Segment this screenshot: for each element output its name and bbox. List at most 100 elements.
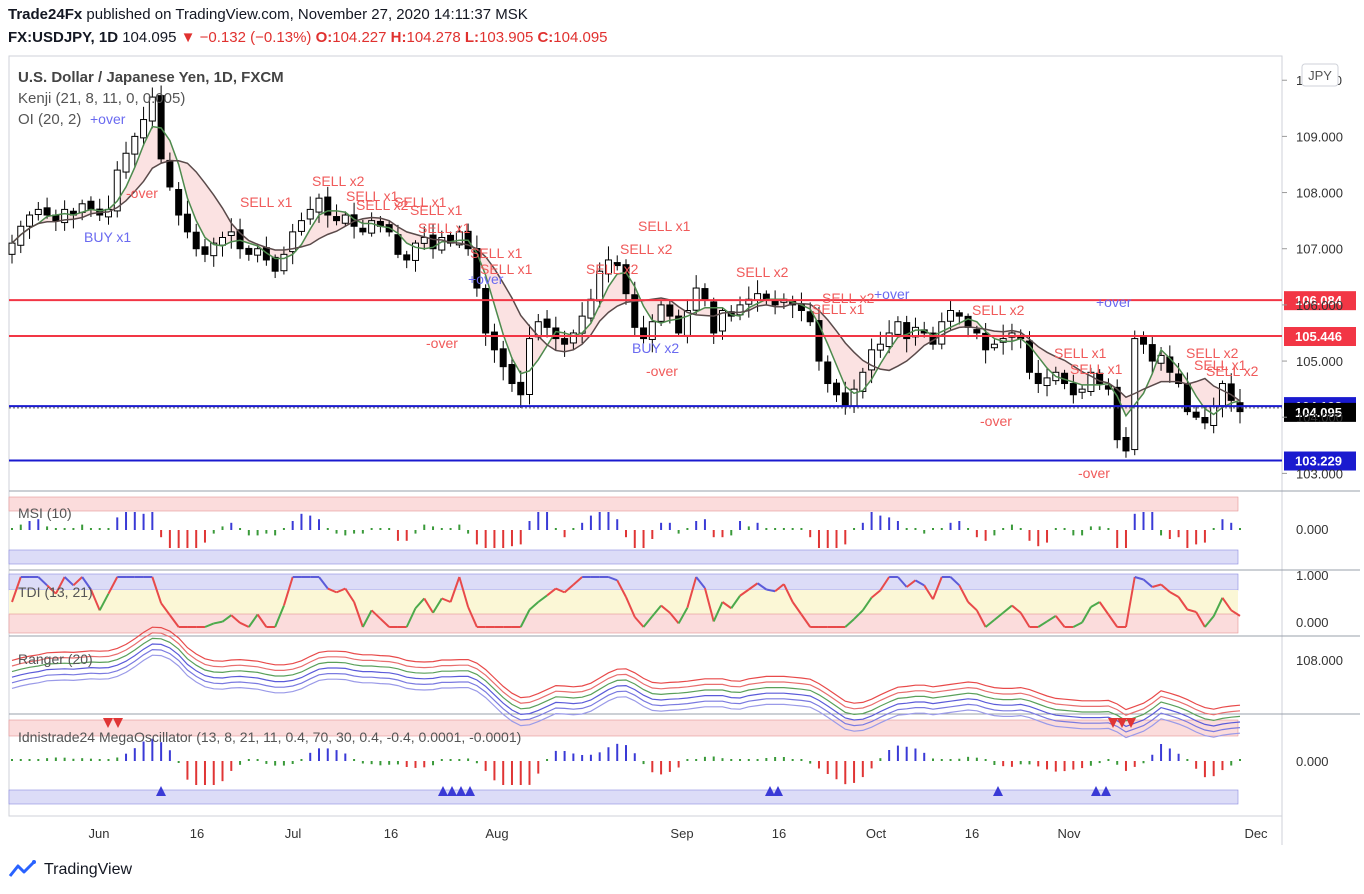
candle-body: [990, 343, 998, 349]
candle-body: [569, 332, 577, 344]
candle-body: [411, 242, 419, 261]
candle-body: [543, 318, 551, 328]
tdi-segment: [327, 587, 337, 594]
mega-histogram: [11, 718, 1241, 796]
tdi-segment: [1011, 604, 1022, 614]
candle-body: [87, 200, 95, 210]
tdi-upper-band: [8, 573, 1239, 591]
tdi-zero-label: 0.000: [1296, 615, 1329, 630]
candle-body: [508, 364, 516, 385]
level-label: 104.095: [1295, 405, 1342, 420]
candle-body: [227, 231, 235, 236]
sell-signal-label: SELL x1: [1070, 361, 1123, 377]
tdi-segment: [1221, 597, 1233, 611]
over-signal-label: -over: [426, 335, 458, 351]
time-tick-label: 16: [384, 826, 398, 841]
sell-signal-label: SELL x1: [394, 194, 447, 210]
ranger-line: [11, 654, 1241, 739]
price-tick-label: 103.000: [1296, 466, 1343, 481]
tdi-segment: [967, 601, 978, 612]
tdi-segment: [1098, 601, 1110, 616]
candle-body: [34, 208, 42, 216]
tdi-segment: [160, 602, 171, 616]
tdi-segment: [660, 604, 671, 614]
tradingview-brand: TradingView: [44, 861, 133, 878]
tdi-segment: [1195, 611, 1206, 628]
candle-body: [1025, 340, 1033, 373]
candle-body: [1175, 373, 1183, 385]
candle-body: [210, 242, 218, 257]
tdi-segment: [572, 576, 583, 586]
tdi-segment: [642, 615, 654, 628]
candle-body: [148, 96, 156, 122]
candle-body: [666, 304, 674, 317]
tdi-segment: [546, 587, 557, 597]
candle-body: [806, 311, 814, 323]
tdi-segment: [519, 609, 531, 628]
publish-header: Trade24Fx published on TradingView.com, …: [8, 6, 528, 23]
msi-zero-label: 0.000: [1296, 522, 1329, 537]
tdi-segment: [1046, 615, 1057, 623]
candle-body: [526, 338, 534, 396]
tdi-segment: [932, 576, 943, 600]
tdi-segment: [695, 576, 706, 589]
tdi-segment: [897, 576, 908, 588]
sell-signal-label: SELL x2: [312, 173, 365, 189]
tdi-segment: [1107, 613, 1119, 628]
time-tick-label: Oct: [866, 826, 887, 841]
tdi-segment: [756, 582, 767, 591]
close-label: C:: [537, 29, 554, 46]
candle-body: [122, 152, 130, 173]
level-tag: [1284, 291, 1356, 311]
high-label: H:: [390, 29, 407, 46]
tdi-segment: [686, 576, 698, 609]
mega-up-triangle: [438, 786, 448, 796]
candle-body: [1192, 411, 1200, 418]
close-value: 104.095: [553, 29, 608, 46]
ranger-lines: [11, 626, 1241, 739]
tdi-segment: [432, 597, 443, 614]
tradingview-footer[interactable]: TradingView: [8, 860, 132, 880]
tdi-segment: [467, 606, 478, 628]
candle-body: [245, 247, 253, 255]
msi-legend: MSI (10): [18, 505, 72, 521]
down-arrow-icon: ▼: [180, 29, 196, 46]
buy-signal-label: BUY x2: [632, 340, 679, 356]
tdi-segment: [90, 589, 101, 611]
mega-lower-band: [8, 789, 1239, 805]
candle-body: [885, 332, 893, 348]
tdi-segment: [282, 576, 294, 606]
ranger-line: [11, 626, 1241, 711]
mega-zero-label: 0.000: [1296, 754, 1329, 769]
tdi-segment: [748, 582, 759, 591]
tdi-segment: [1230, 609, 1241, 617]
tdi-segment: [379, 617, 390, 628]
mega-up-triangle: [993, 786, 1003, 796]
tdi-segment: [616, 579, 627, 598]
tdi-segment: [81, 576, 92, 591]
tdi-segment: [906, 579, 917, 588]
tdi-segment: [1037, 620, 1048, 628]
msi-histogram: [11, 512, 1241, 548]
ranger-label: 108.000: [1296, 653, 1343, 668]
mega-up-triangle: [765, 786, 775, 796]
tdi-segment: [344, 587, 355, 603]
candle-body: [341, 214, 349, 224]
candle-body: [762, 293, 770, 300]
candle-body: [701, 288, 709, 300]
ranger-line: [11, 648, 1241, 733]
candle-body: [297, 220, 305, 232]
candle-body: [1166, 356, 1174, 373]
over-signal-label: +over: [874, 286, 910, 302]
candle-body: [499, 348, 507, 368]
tdi-segment: [1055, 615, 1066, 628]
tdi-segment: [766, 588, 776, 593]
tdi-segment: [774, 583, 785, 593]
tdi-segment: [336, 587, 346, 594]
price-tick-label: 109.000: [1296, 129, 1343, 144]
currency-badge[interactable]: [1301, 63, 1339, 87]
ranger-legend: Ranger (20): [18, 651, 93, 667]
candle-body: [868, 349, 876, 371]
candle-body: [482, 287, 490, 334]
